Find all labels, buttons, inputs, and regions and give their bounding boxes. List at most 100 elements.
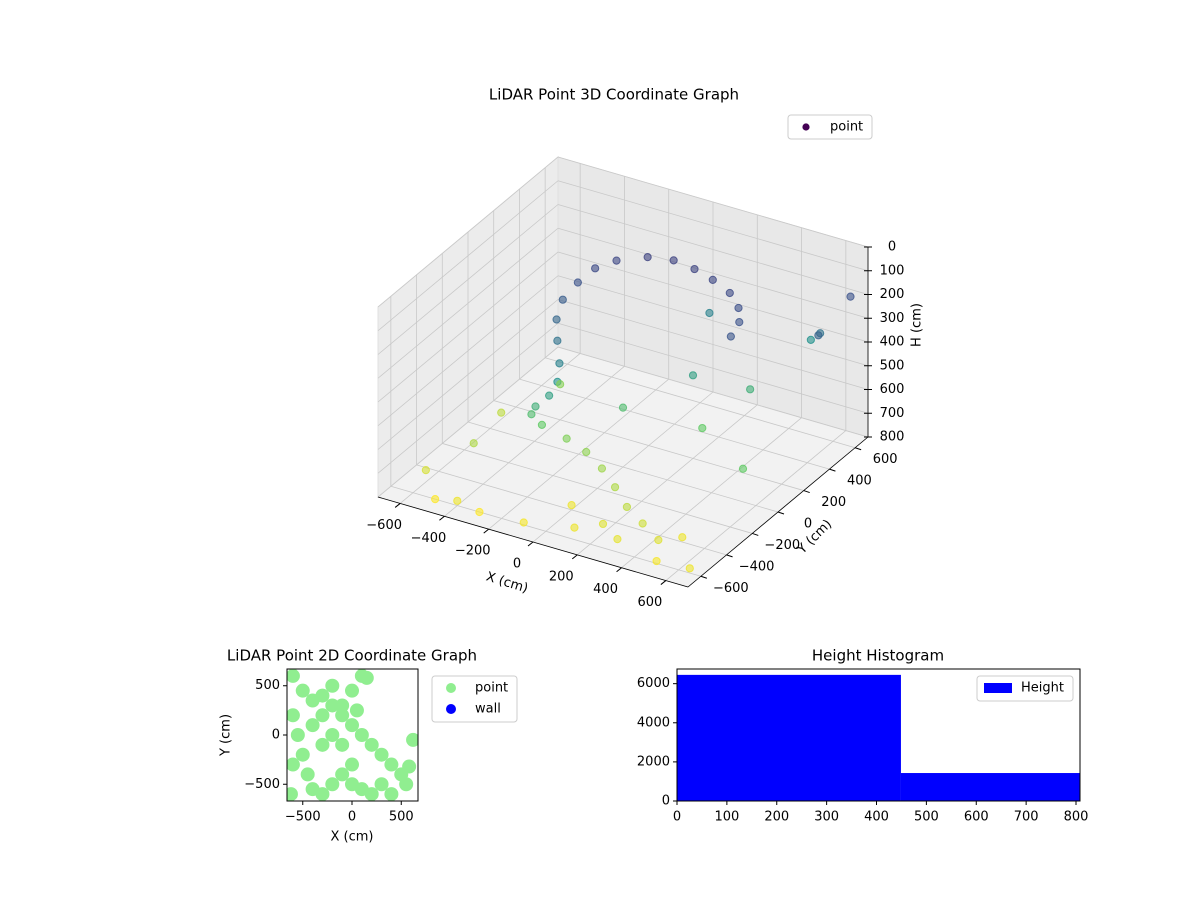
point bbox=[354, 728, 369, 742]
grid-line bbox=[377, 275, 559, 427]
point bbox=[519, 518, 528, 527]
y-tick-label: 500 bbox=[255, 678, 280, 693]
point bbox=[453, 496, 462, 505]
point bbox=[399, 777, 414, 792]
point bbox=[735, 318, 744, 327]
point bbox=[325, 678, 340, 693]
point bbox=[725, 288, 734, 298]
point bbox=[598, 519, 608, 529]
point bbox=[591, 264, 600, 273]
grid-line bbox=[377, 204, 559, 355]
x-tick-label: −500 bbox=[285, 810, 321, 825]
y-tick-label: 4000 bbox=[637, 715, 670, 730]
point bbox=[349, 703, 364, 718]
point bbox=[690, 264, 699, 274]
y-tick bbox=[777, 511, 785, 515]
z-tick-label: 600 bbox=[880, 382, 905, 397]
point bbox=[287, 708, 300, 723]
axes-frame bbox=[676, 668, 1081, 802]
point bbox=[846, 292, 855, 301]
point bbox=[315, 688, 330, 703]
point bbox=[698, 423, 707, 433]
x-tick-label: 200 bbox=[549, 569, 574, 584]
legend-label: wall bbox=[475, 702, 501, 717]
bar bbox=[900, 773, 1080, 801]
z-tick-label: 800 bbox=[880, 430, 905, 445]
y-tick bbox=[726, 554, 733, 558]
y-tick-label: −400 bbox=[739, 559, 775, 574]
point bbox=[384, 757, 399, 772]
x-axis-label: X (cm) bbox=[484, 570, 530, 597]
x-tick-label: 400 bbox=[864, 810, 889, 825]
z-axis-label: H (cm) bbox=[910, 303, 925, 347]
point bbox=[431, 495, 440, 504]
x-tick-label: 500 bbox=[914, 810, 939, 825]
chart-title: LiDAR Point 2D Coordinate Graph bbox=[227, 647, 477, 665]
legend-label: point bbox=[475, 681, 508, 696]
point bbox=[305, 718, 320, 733]
grid-line bbox=[377, 346, 559, 498]
grid-line bbox=[557, 251, 869, 343]
point bbox=[562, 434, 571, 443]
point bbox=[402, 759, 417, 774]
z-tick-label: 300 bbox=[880, 311, 905, 326]
y-tick-label: −600 bbox=[713, 581, 749, 596]
legend-label: point bbox=[830, 120, 863, 135]
grid-line bbox=[557, 299, 869, 390]
point bbox=[552, 315, 561, 324]
grid-line bbox=[377, 251, 559, 403]
legend-marker bbox=[446, 683, 456, 693]
point bbox=[806, 335, 815, 344]
point bbox=[573, 278, 582, 287]
point bbox=[613, 535, 622, 544]
y-tick-label: 2000 bbox=[637, 754, 670, 769]
point bbox=[335, 767, 350, 782]
point bbox=[688, 371, 698, 380]
z-tick-label: 100 bbox=[880, 263, 905, 278]
point bbox=[612, 256, 621, 265]
axis-line bbox=[687, 436, 869, 588]
point bbox=[374, 747, 389, 762]
y-tick bbox=[803, 490, 810, 494]
x-tick-label: 0 bbox=[348, 810, 356, 825]
point bbox=[567, 501, 576, 510]
point bbox=[315, 787, 330, 801]
point bbox=[335, 698, 350, 713]
y-tick-label: 200 bbox=[821, 495, 846, 510]
point bbox=[553, 336, 562, 345]
point bbox=[345, 683, 360, 698]
legend-box bbox=[976, 675, 1074, 702]
y-tick-label: 0 bbox=[804, 517, 812, 532]
axis-line bbox=[377, 496, 689, 588]
point bbox=[325, 728, 340, 742]
point bbox=[734, 303, 743, 313]
point bbox=[421, 466, 430, 475]
point bbox=[652, 556, 661, 566]
x-tick-label: −200 bbox=[455, 544, 491, 559]
x-tick-label: 100 bbox=[714, 810, 739, 825]
chart-title: LiDAR Point 3D Coordinate Graph bbox=[489, 86, 739, 104]
z-tick-label: 0 bbox=[888, 240, 896, 255]
point bbox=[527, 410, 536, 419]
point bbox=[738, 464, 748, 473]
point bbox=[300, 767, 315, 782]
grid-line bbox=[442, 443, 753, 534]
point bbox=[622, 502, 632, 512]
y-tick-label: 0 bbox=[662, 794, 670, 809]
point bbox=[295, 747, 310, 762]
point bbox=[746, 385, 755, 394]
legend-marker bbox=[446, 704, 456, 714]
point bbox=[814, 331, 823, 340]
point bbox=[469, 439, 478, 448]
grid-line bbox=[493, 400, 804, 491]
point bbox=[287, 787, 298, 801]
grid-line bbox=[557, 275, 869, 367]
grid-line bbox=[557, 204, 869, 295]
point bbox=[556, 380, 565, 389]
x-tick-label: 200 bbox=[764, 810, 789, 825]
point bbox=[345, 718, 360, 733]
point bbox=[597, 464, 607, 473]
chart-title: Height Histogram bbox=[812, 647, 944, 665]
y-tick-label: −500 bbox=[244, 777, 280, 792]
x-tick bbox=[483, 528, 490, 534]
